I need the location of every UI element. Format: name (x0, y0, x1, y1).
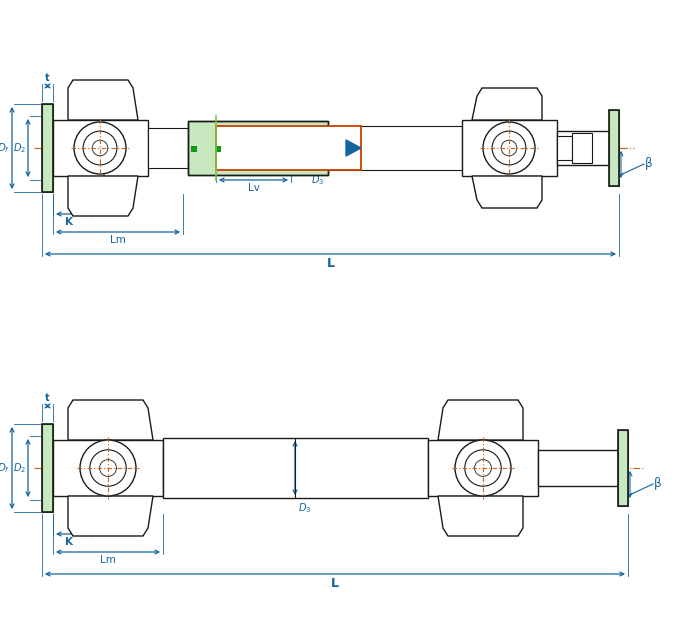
Bar (53, 440, 163, 496)
Bar (42, 104, 53, 192)
Circle shape (455, 440, 511, 496)
Bar (216, 126, 361, 170)
Text: $D_2$: $D_2$ (13, 141, 26, 155)
Polygon shape (438, 400, 523, 440)
Polygon shape (438, 496, 523, 536)
Text: Lv: Lv (248, 183, 260, 193)
Bar (188, 121, 328, 175)
Polygon shape (472, 88, 542, 120)
Text: $D_f$: $D_f$ (0, 461, 10, 475)
Text: K: K (65, 537, 73, 547)
Bar (609, 110, 619, 186)
Circle shape (475, 459, 491, 476)
Text: L: L (331, 577, 339, 590)
Circle shape (501, 140, 517, 156)
Bar (428, 440, 538, 496)
Circle shape (492, 131, 526, 165)
Circle shape (99, 459, 116, 476)
Bar (572, 133, 592, 163)
Circle shape (483, 122, 535, 174)
Polygon shape (68, 80, 138, 120)
Bar (188, 121, 328, 175)
Text: D: D (115, 463, 125, 473)
Polygon shape (68, 496, 153, 536)
Circle shape (465, 450, 501, 486)
Polygon shape (472, 176, 542, 208)
Bar (609, 110, 619, 186)
Bar (557, 136, 572, 160)
Bar (215, 146, 220, 151)
Text: t: t (46, 393, 50, 403)
Bar (188, 121, 328, 175)
Text: L: L (326, 257, 335, 270)
Bar (53, 120, 148, 176)
Bar (618, 430, 628, 506)
Circle shape (92, 140, 108, 156)
Bar (42, 424, 53, 512)
Text: β: β (654, 478, 662, 491)
Text: K: K (65, 217, 73, 227)
Polygon shape (68, 400, 153, 440)
Text: $D_3$: $D_3$ (298, 501, 312, 515)
Circle shape (90, 450, 126, 486)
Bar (538, 450, 618, 486)
Bar (328, 126, 462, 170)
Circle shape (80, 440, 136, 496)
Bar (191, 146, 196, 151)
Text: t: t (46, 73, 50, 83)
Bar (618, 430, 628, 506)
Text: $D_3$: $D_3$ (311, 173, 324, 187)
Polygon shape (68, 176, 138, 216)
Bar (328, 130, 346, 166)
Text: Lm: Lm (100, 555, 116, 565)
Text: $D_f$: $D_f$ (0, 141, 10, 155)
Text: D: D (107, 143, 116, 153)
Circle shape (74, 122, 126, 174)
Polygon shape (346, 140, 361, 156)
Bar (163, 438, 428, 498)
Text: Lm: Lm (110, 235, 126, 245)
Bar (42, 424, 53, 512)
Text: $D_2$: $D_2$ (13, 461, 26, 475)
Bar (462, 120, 557, 176)
Circle shape (83, 131, 117, 165)
Bar (557, 131, 609, 165)
Text: β: β (645, 158, 652, 170)
Bar (148, 128, 188, 168)
Bar (42, 104, 53, 192)
